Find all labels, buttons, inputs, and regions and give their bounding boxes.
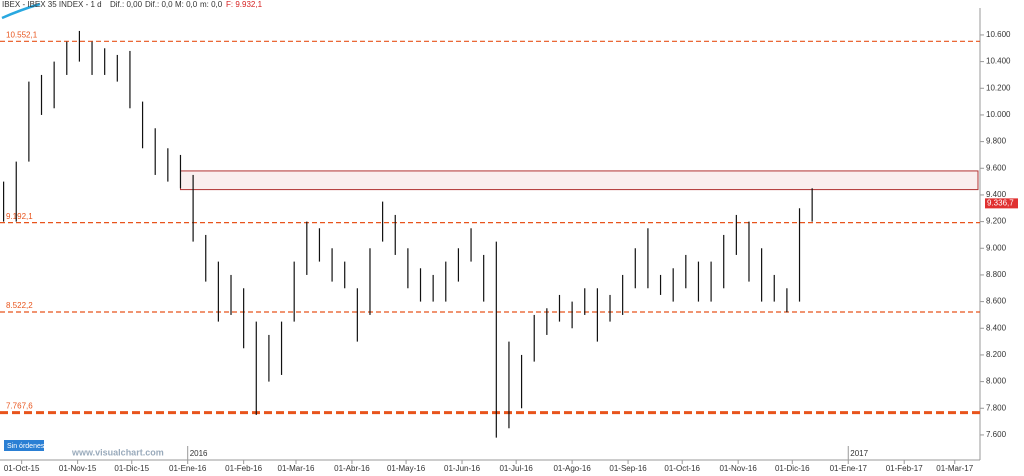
logo-swoosh bbox=[1, 2, 41, 20]
y-tick-label: 8.000 bbox=[986, 377, 1007, 386]
x-tick-label: 01-Jun-16 bbox=[444, 464, 481, 473]
x-tick-label: 01-Sep-16 bbox=[609, 464, 647, 473]
y-tick-label: 10.200 bbox=[986, 83, 1011, 92]
x-tick-label: 01-Feb-17 bbox=[886, 464, 923, 473]
last-price-box bbox=[985, 198, 1018, 209]
header-stat: m: 0,0 bbox=[200, 0, 223, 9]
level-label: 9.192,1 bbox=[6, 212, 33, 221]
x-tick-label: 01-Mar-16 bbox=[278, 464, 315, 473]
x-tick-label: 01-Jul-16 bbox=[499, 464, 533, 473]
level-label: 7.767,6 bbox=[6, 402, 33, 411]
header-stat: Dif.: 0,0 bbox=[145, 0, 173, 9]
x-tick-label: 01-May-16 bbox=[387, 464, 426, 473]
header-stat: Dif.: 0,00 bbox=[110, 0, 143, 9]
y-tick-label: 8.800 bbox=[986, 270, 1007, 279]
y-tick-label: 7.800 bbox=[986, 403, 1007, 412]
x-tick-label: 01-Abr-16 bbox=[334, 464, 370, 473]
x-tick-label: 01-Oct-15 bbox=[4, 464, 40, 473]
y-tick-label: 10.600 bbox=[986, 30, 1011, 39]
level-label: 8.522,2 bbox=[6, 301, 33, 310]
x-tick-label: 01-Oct-16 bbox=[664, 464, 700, 473]
site-text: www.visualchart.com bbox=[71, 447, 164, 457]
x-tick-label: 01-Ene-17 bbox=[830, 464, 868, 473]
y-tick-label: 8.400 bbox=[986, 323, 1007, 332]
y-tick-label: 9.200 bbox=[986, 217, 1007, 226]
x-tick-label: 01-Dic-15 bbox=[114, 464, 149, 473]
level-label: 10.552,1 bbox=[6, 30, 38, 39]
x-tick-label: 01-Dic-16 bbox=[775, 464, 810, 473]
x-tick-label: 01-Nov-15 bbox=[59, 464, 97, 473]
y-tick-label: 9.400 bbox=[986, 190, 1007, 199]
x-tick-label: 01-Feb-16 bbox=[225, 464, 262, 473]
resistance-zone bbox=[179, 170, 979, 191]
y-tick-label: 9.000 bbox=[986, 243, 1007, 252]
x-tick-label: 01-Nov-16 bbox=[719, 464, 757, 473]
y-tick-label: 8.200 bbox=[986, 350, 1007, 359]
y-tick-label: 9.800 bbox=[986, 137, 1007, 146]
orders-text[interactable]: Sin órdenes bbox=[7, 443, 45, 450]
last-price-label: 9.336,7 bbox=[987, 198, 1014, 207]
y-tick-label: 7.600 bbox=[986, 430, 1007, 439]
y-tick-label: 10.000 bbox=[986, 110, 1011, 119]
x-tick-label: 01-Mar-17 bbox=[936, 464, 973, 473]
y-tick-label: 9.600 bbox=[986, 163, 1007, 172]
y-tick-label: 8.600 bbox=[986, 297, 1007, 306]
x-tick-label: 01-Ago-16 bbox=[553, 464, 591, 473]
year-label: 2016 bbox=[190, 449, 208, 458]
x-tick-label: 01-Ene-16 bbox=[169, 464, 207, 473]
header-last: F: 9.932,1 bbox=[226, 0, 263, 9]
y-tick-label: 10.400 bbox=[986, 57, 1011, 66]
header-title: IBEX - IBEX 35 INDEX - 1 d bbox=[2, 0, 102, 9]
orders-badge[interactable] bbox=[4, 440, 44, 451]
header-stat: M: 0,0 bbox=[175, 0, 198, 9]
year-label: 2017 bbox=[850, 449, 868, 458]
